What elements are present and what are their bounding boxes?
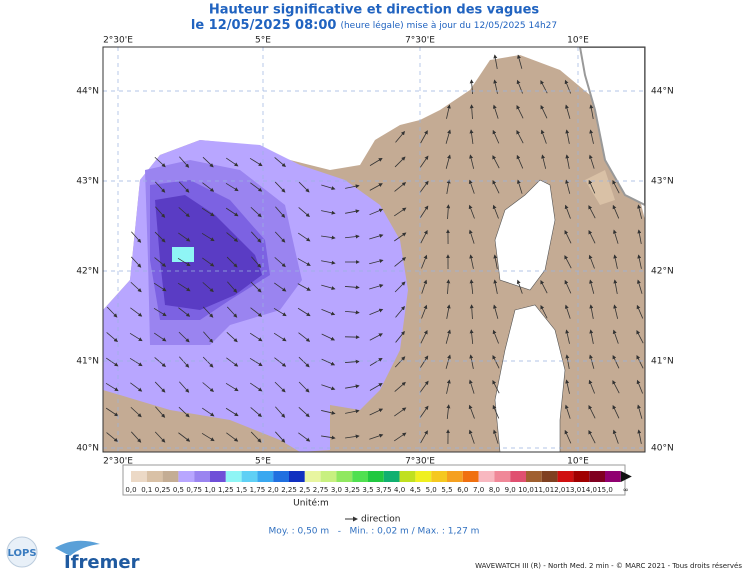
colorbar-label: 2,75: [313, 486, 329, 494]
color-swatch: [589, 471, 605, 482]
color-swatch: [447, 471, 463, 482]
colorbar-label: 4,5: [410, 486, 421, 494]
credit: WAVEWATCH III (R) - North Med. 2 min - ©…: [475, 562, 742, 570]
color-swatch: [605, 471, 621, 482]
colorbar-label: 8,0: [489, 486, 500, 494]
colorbar-label: 1,5: [236, 486, 247, 494]
color-swatch: [479, 471, 495, 482]
lat-label: 44°N: [651, 87, 674, 97]
lat-label: 43°N: [651, 177, 674, 187]
title: Hauteur significative et direction des v…: [209, 3, 540, 18]
color-swatch: [431, 471, 447, 482]
color-swatch: [352, 471, 368, 482]
date: le 12/05/2025 08:00: [191, 18, 337, 33]
colorbar-label: 3,25: [344, 486, 360, 494]
colorbar-label: 1,75: [250, 486, 266, 494]
color-swatch: [526, 471, 542, 482]
color-swatch: [463, 471, 479, 482]
color-swatch: [305, 471, 321, 482]
colorbar-label: 0,1: [141, 486, 152, 494]
color-swatch: [210, 471, 226, 482]
colorbar-label: 2,5: [299, 486, 310, 494]
update: (heure légale) mise à jour du 12/05/2025…: [340, 20, 557, 31]
color-swatch: [321, 471, 337, 482]
colorbar-label: 0,75: [186, 486, 202, 494]
colorbar-label: 1,25: [218, 486, 234, 494]
color-swatch: [131, 471, 147, 482]
colorbar-label: 0,25: [155, 486, 171, 494]
colorbar-label: 0,5: [173, 486, 184, 494]
subtitle: le 12/05/2025 08:00(heure légale) mise à…: [191, 18, 557, 33]
lat-label: 40°N: [76, 444, 99, 454]
lops-text: LOPS: [7, 548, 36, 559]
stats: Moy. : 0,50 m - Min. : 0,02 m / Max. : 1…: [269, 527, 480, 537]
colorbar-label: 0,0: [125, 486, 136, 494]
colorbar-label: 12,0: [550, 486, 566, 494]
colorbar-label: 1,0: [204, 486, 215, 494]
colorbar-label: 3,5: [362, 486, 373, 494]
colorbar-label: 2,25: [281, 486, 297, 494]
colorbar-end: [621, 471, 632, 482]
colorbar-label: 11,0: [534, 486, 550, 494]
color-swatch: [163, 471, 179, 482]
colorbar-label: 9,0: [505, 486, 516, 494]
lat-label: 41°N: [651, 357, 674, 367]
color-swatch: [194, 471, 210, 482]
colorbar-label: 5,5: [441, 486, 452, 494]
colorbar-label: 13,0: [566, 486, 582, 494]
colorbar-label: 5,0: [426, 486, 437, 494]
color-swatch: [273, 471, 289, 482]
lat-label: 42°N: [76, 267, 99, 277]
color-swatch: [289, 471, 305, 482]
colorbar-label: 7,0: [473, 486, 484, 494]
lat-label: 41°N: [76, 357, 99, 367]
color-swatch: [336, 471, 352, 482]
colorbar-label: 3,0: [331, 486, 342, 494]
color-swatch: [226, 471, 242, 482]
lon-label: 10°E: [567, 36, 589, 46]
color-swatch: [242, 471, 258, 482]
color-swatch: [494, 471, 510, 482]
lat-label: 42°N: [651, 267, 674, 277]
colorbar-label: 3,75: [376, 486, 392, 494]
lat-label: 40°N: [651, 444, 674, 454]
colorbar-label: 6,0: [457, 486, 468, 494]
color-swatch: [178, 471, 194, 482]
colorbar-label: ∞: [623, 486, 629, 494]
color-swatch: [400, 471, 416, 482]
color-swatch: [542, 471, 558, 482]
colorbar-label: 10,0: [518, 486, 534, 494]
lon-label: 5°E: [255, 36, 271, 46]
colorbar-label: 2,0: [268, 486, 279, 494]
color-swatch: [368, 471, 384, 482]
unit: Unité:m: [293, 498, 329, 509]
lon-label: 2°30'E: [103, 36, 133, 46]
color-swatch: [558, 471, 574, 482]
color-swatch: [573, 471, 589, 482]
color-swatch: [510, 471, 526, 482]
color-swatch: [415, 471, 431, 482]
wave-peak: [172, 247, 194, 262]
direction-label: direction: [361, 515, 400, 525]
map: [103, 47, 645, 452]
lat-label: 44°N: [76, 87, 99, 97]
color-swatch: [147, 471, 163, 482]
ifremer-text: Ifremer: [64, 552, 140, 573]
colorbar-label: 15,0: [597, 486, 613, 494]
colorbar-label: 14,0: [581, 486, 597, 494]
color-swatch: [384, 471, 400, 482]
lon-label: 7°30'E: [405, 36, 435, 46]
color-swatch: [257, 471, 273, 482]
colorbar-label: 4,0: [394, 486, 405, 494]
lat-label: 43°N: [76, 177, 99, 187]
